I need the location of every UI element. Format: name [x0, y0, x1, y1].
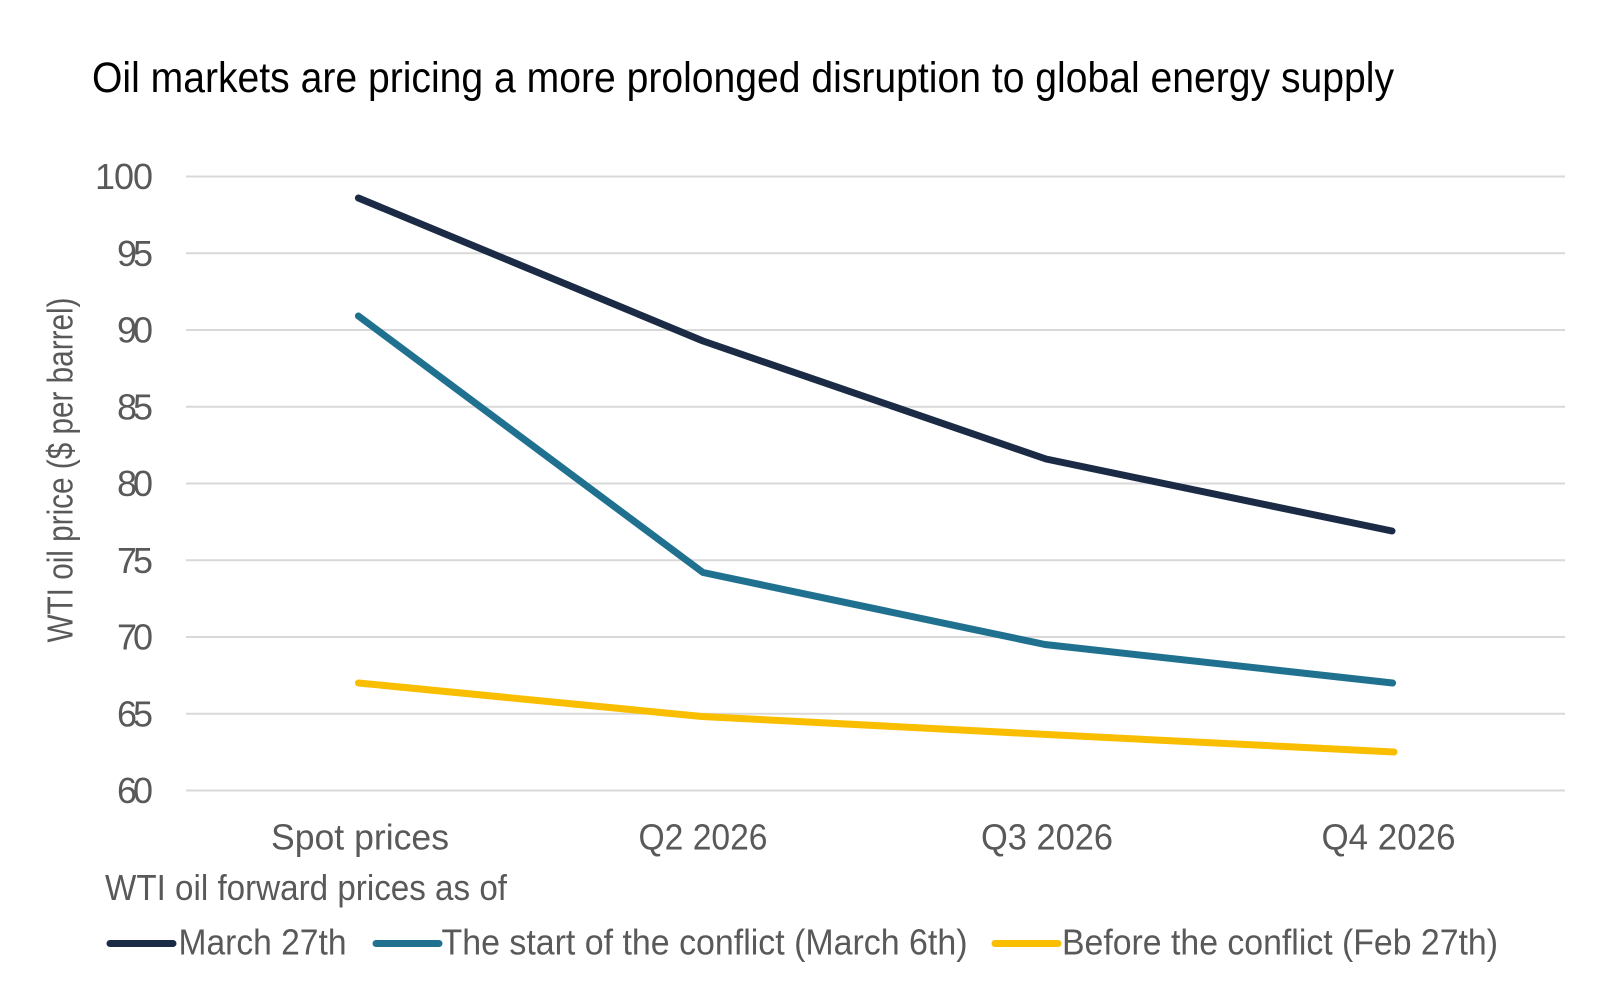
svg-text:Q2 2026: Q2 2026 [639, 817, 768, 858]
svg-text:65: 65 [117, 693, 153, 734]
svg-text:80: 80 [117, 463, 153, 504]
svg-text:WTI oil price ($ per barrel): WTI oil price ($ per barrel) [40, 298, 81, 643]
svg-text:Q3 2026: Q3 2026 [981, 817, 1113, 858]
svg-text:85: 85 [117, 386, 153, 427]
svg-text:60: 60 [117, 770, 153, 811]
svg-text:March 27th: March 27th [179, 922, 347, 963]
svg-text:Q4 2026: Q4 2026 [1322, 817, 1456, 858]
svg-text:100: 100 [95, 156, 153, 197]
svg-text:Oil markets are pricing a more: Oil markets are pricing a more prolonged… [92, 54, 1394, 102]
svg-text:WTI oil forward prices as of: WTI oil forward prices as of [105, 867, 508, 908]
svg-text:Before the conflict (Feb 27th): Before the conflict (Feb 27th) [1062, 922, 1498, 963]
svg-text:95: 95 [117, 233, 153, 274]
svg-text:70: 70 [117, 617, 153, 658]
svg-text:The start of the conflict (Mar: The start of the conflict (March 6th) [442, 922, 968, 963]
svg-text:75: 75 [117, 540, 153, 581]
svg-text:90: 90 [117, 310, 153, 351]
svg-text:Spot prices: Spot prices [271, 817, 449, 858]
